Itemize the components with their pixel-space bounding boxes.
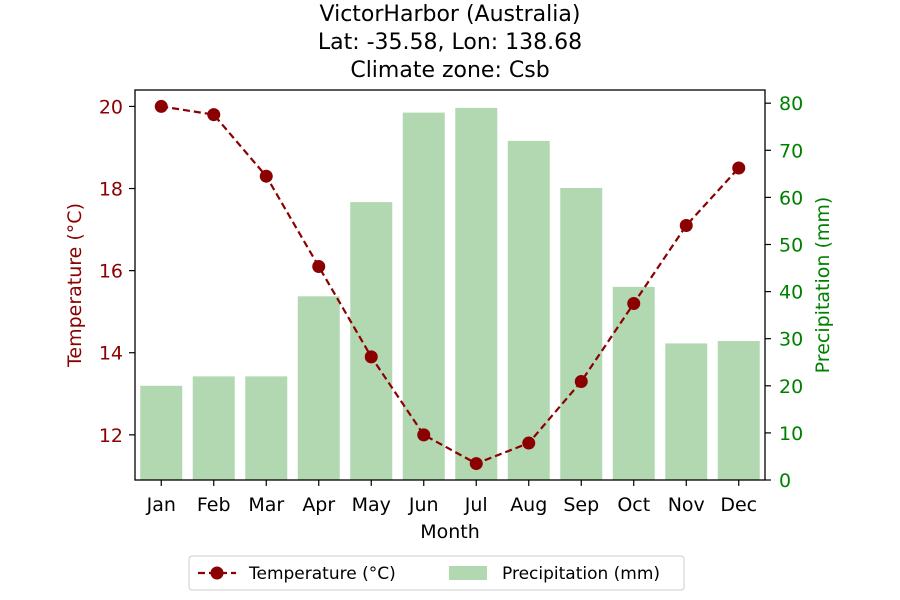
- left-y-axis-label: Temperature (°C): [64, 203, 86, 368]
- right-y-tick-label-60: 60: [779, 187, 803, 209]
- precipitation-bar-jul: [455, 107, 498, 480]
- precipitation-bar-aug: [507, 140, 550, 480]
- right-y-tick-label-50: 50: [779, 234, 803, 256]
- temperature-point-aug: [522, 436, 536, 450]
- right-y-axis: 0 10 20 30 40 50 60 70 80: [765, 93, 803, 492]
- x-tick-label-may: May: [352, 494, 391, 516]
- plot-frame: [134, 89, 766, 481]
- legend-temperature-label: Temperature (°C): [248, 564, 396, 584]
- temperature-point-may: [364, 350, 378, 364]
- chart-title: VictorHarbor (Australia) Lat: -35.58, Lo…: [318, 2, 582, 83]
- x-tick-label-nov: Nov: [668, 494, 705, 516]
- precipitation-bar-may: [350, 202, 393, 481]
- right-y-axis-label: Precipitation (mm): [812, 197, 834, 374]
- left-y-tick-label-16: 16: [99, 261, 123, 283]
- legend-temperature-marker-swatch: [210, 566, 224, 580]
- x-tick-label-jun: Jun: [408, 494, 439, 516]
- chart-title-line-3: Climate zone: Csb: [350, 58, 549, 83]
- legend-entry-temperature: Temperature (°C): [198, 564, 396, 584]
- left-y-tick-label-18: 18: [99, 179, 123, 201]
- x-axis-label: Month: [420, 521, 480, 543]
- x-tick-label-jan: Jan: [146, 494, 176, 516]
- precipitation-bars: [140, 107, 760, 481]
- precipitation-bar-sep: [560, 187, 603, 480]
- x-tick-label-aug: Aug: [510, 494, 547, 516]
- legend-precipitation-swatch: [449, 566, 487, 580]
- temperature-point-apr: [312, 260, 326, 274]
- right-y-tick-label-80: 80: [779, 93, 803, 115]
- left-y-tick-label-20: 20: [99, 96, 123, 118]
- right-y-tick-label-70: 70: [779, 140, 803, 162]
- precipitation-bar-oct: [612, 286, 655, 480]
- precipitation-bar-feb: [192, 376, 235, 480]
- right-y-tick-label-10: 10: [779, 423, 803, 445]
- chart-title-line-1: VictorHarbor (Australia): [320, 2, 581, 27]
- precipitation-bar-dec: [717, 341, 760, 480]
- x-tick-label-feb: Feb: [197, 494, 231, 516]
- right-y-tick-label-40: 40: [779, 282, 803, 304]
- right-y-tick-label-30: 30: [779, 329, 803, 351]
- right-y-tick-label-0: 0: [779, 470, 791, 492]
- legend: Temperature (°C) Precipitation (mm): [188, 555, 685, 591]
- temperature-point-feb: [207, 108, 221, 122]
- precipitation-bar-nov: [665, 343, 708, 480]
- precipitation-bar-jan: [140, 385, 183, 480]
- temperature-point-jan: [154, 99, 168, 113]
- temperature-point-jul: [469, 457, 483, 471]
- x-tick-label-mar: Mar: [248, 494, 284, 516]
- x-tick-label-apr: Apr: [302, 494, 335, 516]
- temperature-point-dec: [732, 161, 746, 175]
- right-y-tick-label-20: 20: [779, 376, 803, 398]
- precipitation-bar-jun: [402, 112, 445, 480]
- x-tick-label-jul: Jul: [464, 494, 488, 516]
- left-y-axis: 12 14 16 18 20: [99, 96, 135, 447]
- x-tick-label-dec: Dec: [720, 494, 757, 516]
- temperature-point-jun: [417, 428, 431, 442]
- left-y-tick-label-12: 12: [99, 425, 123, 447]
- left-y-tick-label-14: 14: [99, 343, 123, 365]
- precipitation-bar-mar: [245, 376, 288, 480]
- temperature-point-nov: [679, 218, 693, 232]
- x-tick-label-oct: Oct: [617, 494, 650, 516]
- temperature-point-sep: [574, 374, 588, 388]
- x-tick-label-sep: Sep: [563, 494, 599, 516]
- legend-entry-precipitation: Precipitation (mm): [449, 564, 660, 584]
- precipitation-bar-apr: [297, 296, 340, 480]
- temperature-line-path: [161, 105, 740, 465]
- legend-precipitation-label: Precipitation (mm): [502, 564, 660, 584]
- temperature-point-oct: [627, 296, 641, 310]
- temperature-line: [154, 99, 746, 471]
- legend-box: [188, 555, 685, 591]
- x-axis: Jan Feb Mar Apr May Jun Jul Aug Sep Oct Nov Dec: [146, 480, 757, 516]
- temperature-point-mar: [259, 169, 273, 183]
- chart-title-line-2: Lat: -35.58, Lon: 138.68: [318, 30, 582, 55]
